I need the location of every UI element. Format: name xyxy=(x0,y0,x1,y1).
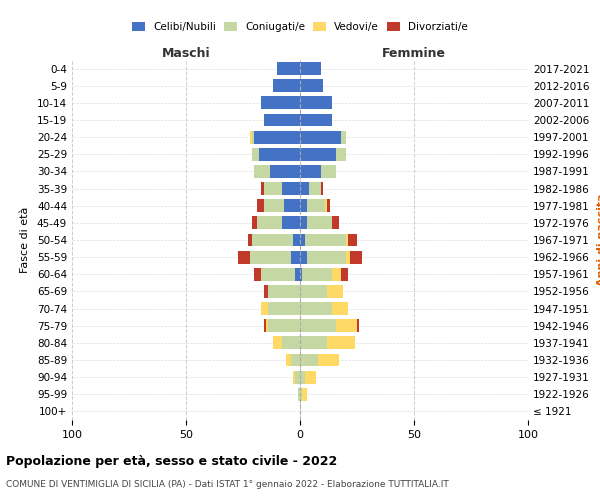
Text: Femmine: Femmine xyxy=(382,47,446,60)
Bar xyxy=(271,165,300,178)
Bar xyxy=(341,268,348,280)
Bar xyxy=(252,234,293,246)
Bar xyxy=(263,114,300,126)
Bar xyxy=(284,200,300,212)
Bar xyxy=(300,250,307,264)
Bar xyxy=(325,200,328,212)
Bar xyxy=(252,130,254,143)
Bar xyxy=(300,130,341,143)
Bar xyxy=(268,320,300,332)
Bar xyxy=(259,148,300,160)
Bar xyxy=(282,216,300,230)
Bar xyxy=(300,80,323,92)
Bar xyxy=(309,182,320,195)
Bar xyxy=(300,200,307,212)
Text: Popolazione per età, sesso e stato civile - 2022: Popolazione per età, sesso e stato civil… xyxy=(6,455,337,468)
Bar xyxy=(320,182,323,195)
Bar xyxy=(337,148,346,160)
Bar xyxy=(295,370,300,384)
Bar xyxy=(305,370,316,384)
Bar xyxy=(300,114,332,126)
Bar xyxy=(263,285,268,298)
Bar xyxy=(248,234,252,246)
Bar xyxy=(307,250,346,264)
Bar xyxy=(300,62,320,75)
Bar xyxy=(252,148,259,160)
Y-axis label: Anni di nascita: Anni di nascita xyxy=(596,194,600,286)
Bar xyxy=(337,320,357,332)
Bar xyxy=(300,285,328,298)
Bar xyxy=(300,148,337,160)
Bar xyxy=(266,320,268,332)
Bar xyxy=(254,165,271,178)
Bar xyxy=(357,320,359,332)
Bar xyxy=(293,370,295,384)
Bar xyxy=(261,182,263,195)
Bar xyxy=(300,320,337,332)
Text: Maschi: Maschi xyxy=(161,47,211,60)
Bar xyxy=(307,200,325,212)
Bar xyxy=(293,234,300,246)
Bar xyxy=(250,250,291,264)
Bar xyxy=(300,216,307,230)
Bar xyxy=(257,216,282,230)
Bar xyxy=(307,216,332,230)
Y-axis label: Fasce di età: Fasce di età xyxy=(20,207,30,273)
Bar xyxy=(332,216,339,230)
Bar xyxy=(261,268,295,280)
Bar xyxy=(302,268,332,280)
Bar xyxy=(277,62,300,75)
Bar xyxy=(238,250,250,264)
Bar xyxy=(272,336,282,349)
Bar xyxy=(268,285,300,298)
Bar xyxy=(300,234,305,246)
Bar xyxy=(252,216,257,230)
Bar xyxy=(300,388,302,400)
Bar xyxy=(348,234,357,246)
Bar xyxy=(346,250,350,264)
Bar xyxy=(300,182,309,195)
Bar xyxy=(300,302,332,315)
Bar xyxy=(305,234,346,246)
Bar xyxy=(300,268,302,280)
Bar xyxy=(263,320,266,332)
Bar xyxy=(282,336,300,349)
Bar xyxy=(298,388,300,400)
Bar xyxy=(286,354,291,366)
Bar xyxy=(300,165,320,178)
Bar xyxy=(263,182,282,195)
Text: COMUNE DI VENTIMIGLIA DI SICILIA (PA) - Dati ISTAT 1° gennaio 2022 - Elaborazion: COMUNE DI VENTIMIGLIA DI SICILIA (PA) - … xyxy=(6,480,449,489)
Bar xyxy=(332,302,348,315)
Bar xyxy=(350,250,362,264)
Bar xyxy=(332,268,341,280)
Bar xyxy=(341,130,346,143)
Bar xyxy=(302,388,307,400)
Bar xyxy=(254,130,300,143)
Bar xyxy=(268,302,300,315)
Bar xyxy=(282,182,300,195)
Bar xyxy=(291,250,300,264)
Bar xyxy=(272,80,300,92)
Bar xyxy=(263,200,284,212)
Bar xyxy=(320,165,337,178)
Bar xyxy=(318,354,339,366)
Bar xyxy=(300,370,305,384)
Bar xyxy=(291,354,300,366)
Bar xyxy=(300,354,318,366)
Bar xyxy=(261,96,300,110)
Bar xyxy=(254,268,261,280)
Legend: Celibi/Nubili, Coniugati/e, Vedovi/e, Divorziati/e: Celibi/Nubili, Coniugati/e, Vedovi/e, Di… xyxy=(129,18,471,35)
Bar xyxy=(300,336,328,349)
Bar xyxy=(295,268,300,280)
Bar xyxy=(257,200,263,212)
Bar xyxy=(346,234,348,246)
Bar xyxy=(328,285,343,298)
Bar xyxy=(261,302,268,315)
Bar xyxy=(328,200,329,212)
Bar xyxy=(328,336,355,349)
Bar xyxy=(250,130,252,143)
Bar xyxy=(300,96,332,110)
